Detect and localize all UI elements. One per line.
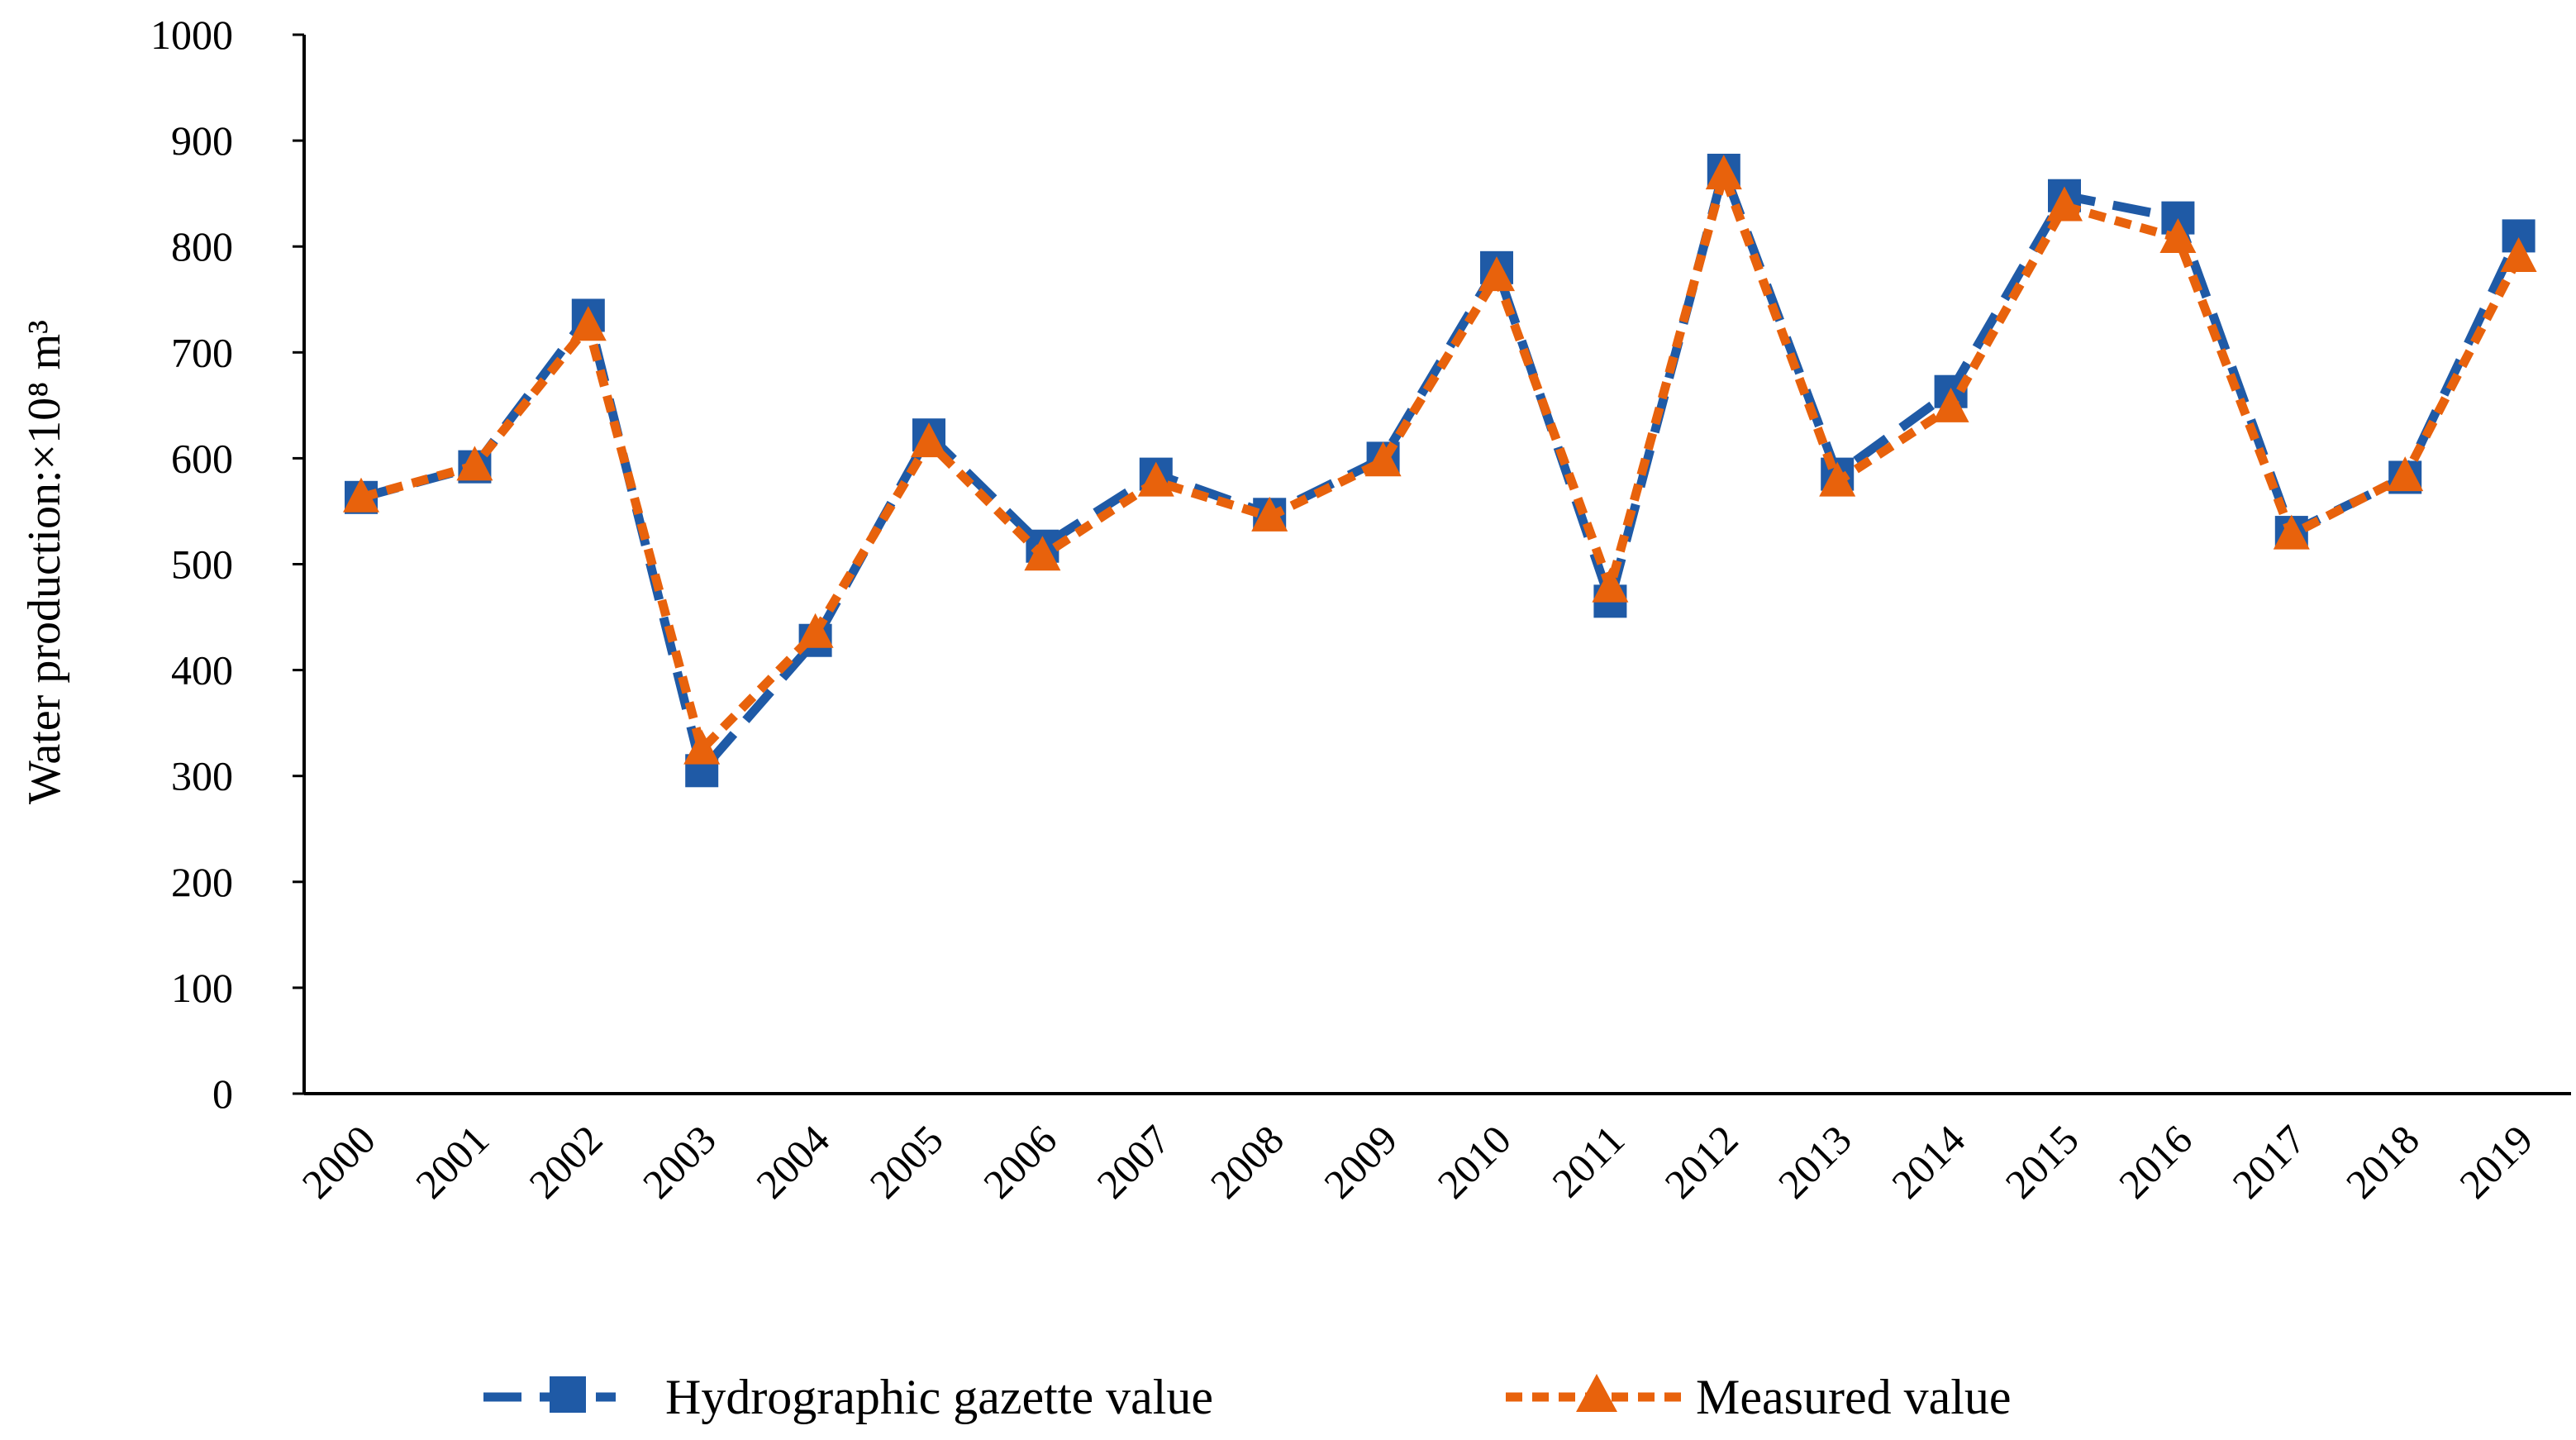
y-tick-label: 900 [171, 117, 233, 164]
y-tick-label: 300 [171, 753, 233, 799]
y-tick-label: 800 [171, 223, 233, 269]
x-tick-label: 2018 [2337, 1116, 2428, 1207]
x-tick-label: 2012 [1655, 1116, 1746, 1207]
x-tick-label: 2003 [634, 1116, 725, 1207]
x-tick-label: 2013 [1769, 1116, 1860, 1207]
data-point-triangle [2273, 514, 2310, 550]
x-tick-label: 2006 [974, 1116, 1065, 1207]
data-point-triangle [569, 306, 607, 341]
legend-marker-triangle [1576, 1374, 1617, 1412]
x-tick-label: 2019 [2450, 1116, 2541, 1207]
series-measured [343, 155, 2537, 765]
y-tick-label: 100 [171, 965, 233, 1011]
y-axis: 0 100 200 300 400 500 600 700 800 900 1000 Water p… [19, 12, 306, 1117]
x-tick-label: 2008 [1202, 1116, 1293, 1207]
data-point-triangle [343, 477, 379, 513]
data-point-triangle [797, 613, 834, 648]
y-tick-label: 400 [171, 647, 233, 694]
data-point-triangle [2159, 217, 2197, 253]
data-point-triangle [1364, 441, 1402, 477]
legend-marker-square [550, 1376, 586, 1413]
data-point-triangle [683, 729, 721, 765]
data-point-triangle [456, 446, 493, 481]
data-point-triangle [911, 422, 947, 458]
x-tick-label: 2001 [407, 1116, 498, 1207]
x-tick-label: 2005 [860, 1116, 951, 1207]
series-hydrographic [345, 153, 2536, 788]
x-tick-label: 2010 [1428, 1116, 1519, 1207]
legend-label-hydrographic: Hydrographic gazette value [665, 1370, 1213, 1424]
x-tick-label: 2002 [520, 1116, 611, 1207]
data-point-triangle [1932, 387, 1969, 422]
data-point-triangle [1478, 256, 1515, 292]
data-point-triangle [1024, 536, 1061, 571]
x-tick-label: 2017 [2223, 1116, 2314, 1207]
legend-label-measured: Measured value [1696, 1370, 2012, 1424]
data-point-triangle [1705, 155, 1742, 190]
data-point-triangle [1819, 461, 1856, 497]
data-point-triangle [2387, 456, 2424, 492]
x-tick-label: 2014 [1883, 1116, 1974, 1207]
y-axis-label: Water production:×10⁸ m³ [19, 320, 70, 804]
y-tick-label: 0 [212, 1070, 233, 1117]
data-point-triangle [1592, 567, 1629, 603]
y-tick-label: 200 [171, 859, 233, 905]
x-tick-label: 2000 [293, 1116, 383, 1207]
legend: Hydrographic gazette value Measured valu… [483, 1370, 2012, 1424]
series-line [359, 169, 2523, 755]
x-tick-label: 2016 [2110, 1116, 2201, 1207]
plot-series [343, 153, 2537, 788]
x-tick-label: 2015 [1996, 1116, 2087, 1207]
y-tick-label: 700 [171, 329, 233, 375]
y-tick-label: 500 [171, 541, 233, 588]
y-tick-label: 1000 [150, 12, 233, 58]
x-tick-label: 2009 [1315, 1116, 1406, 1207]
y-tick-label: 600 [171, 435, 233, 481]
x-tick-label: 2004 [747, 1116, 838, 1207]
legend-item-hydrographic: Hydrographic gazette value [483, 1370, 1213, 1424]
data-point-triangle [2046, 186, 2083, 222]
x-tick-label: 2007 [1088, 1116, 1178, 1207]
data-point-triangle [1137, 461, 1174, 497]
data-point-triangle [2500, 237, 2537, 273]
data-point-triangle [1251, 496, 1288, 532]
legend-item-measured: Measured value [1506, 1370, 2012, 1424]
x-axis: 2000 2001 2002 2003 2004 2005 2006 2007 2008 2009… [293, 1092, 2571, 1207]
x-tick-label: 2011 [1543, 1116, 1633, 1206]
